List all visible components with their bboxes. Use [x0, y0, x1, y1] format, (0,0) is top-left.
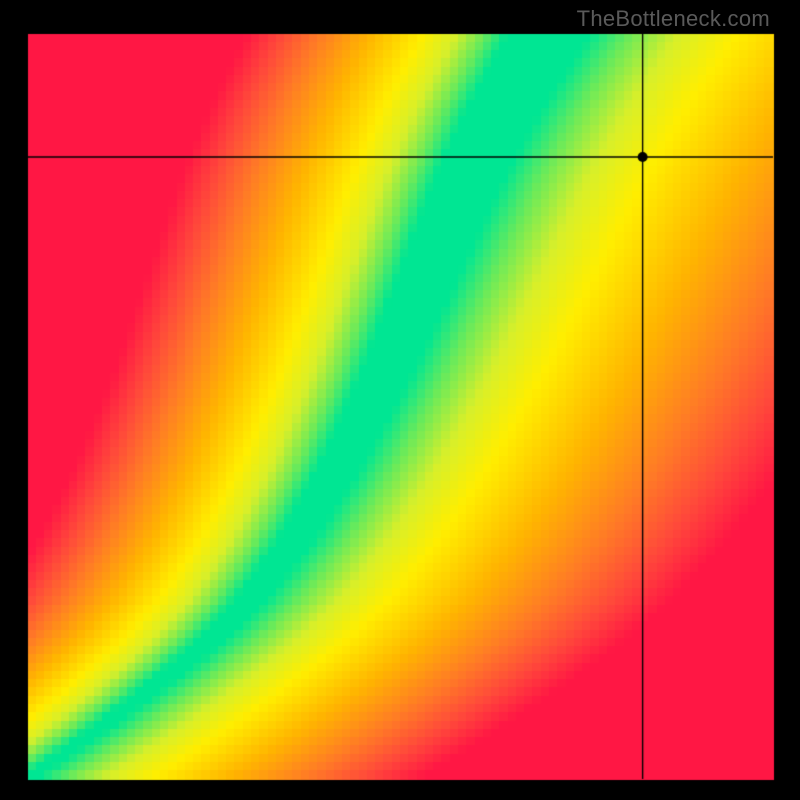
- watermark-text: TheBottleneck.com: [577, 6, 770, 32]
- chart-container: TheBottleneck.com: [0, 0, 800, 800]
- bottleneck-heatmap: [0, 0, 800, 800]
